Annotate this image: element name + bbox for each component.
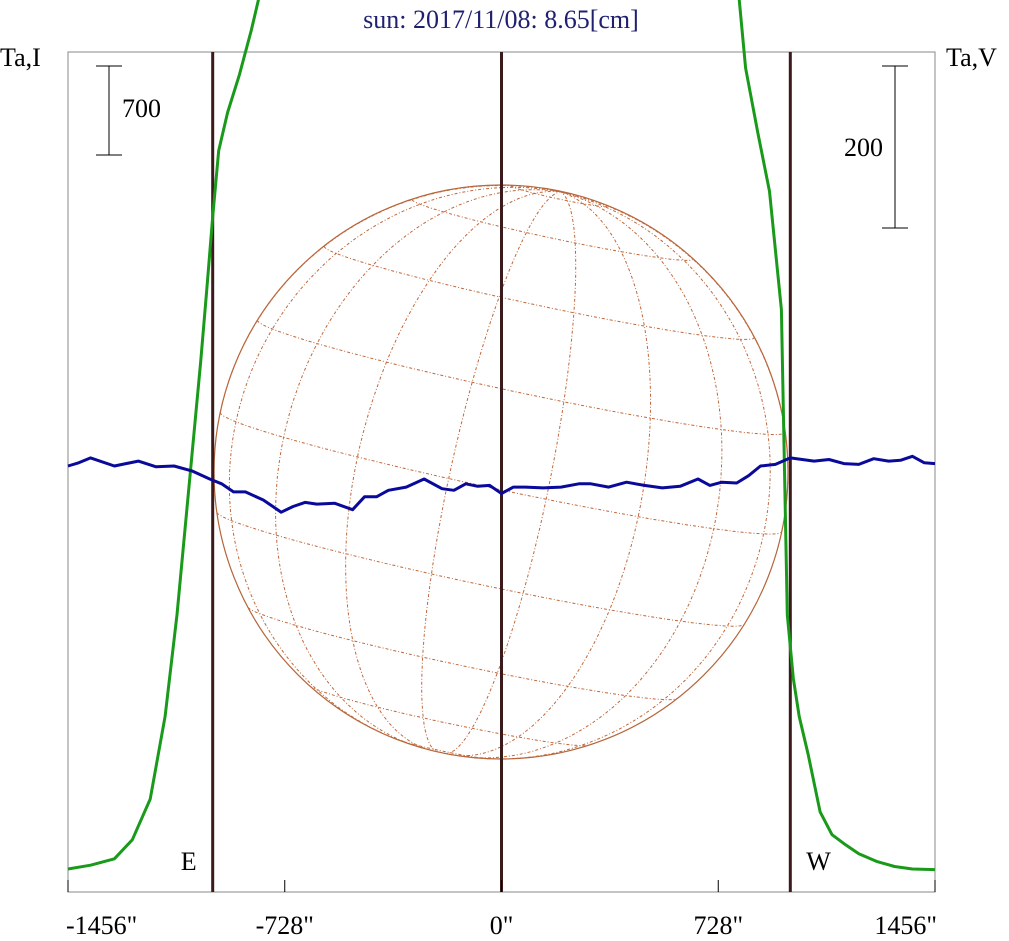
- latitude-line: [510, 185, 609, 208]
- longitude-line: [463, 191, 723, 759]
- x-tick-label: 0": [490, 911, 514, 940]
- longitude-line: [451, 191, 652, 757]
- longitude-line: [345, 190, 561, 751]
- scale-bar-right: 200: [844, 65, 908, 229]
- x-tick-label: 1456": [874, 911, 937, 940]
- longitude-line: [560, 191, 789, 532]
- longitude-line: [275, 189, 561, 748]
- scale-bar-right-label: 200: [844, 133, 883, 162]
- latitude-line: [309, 685, 589, 747]
- scale-bar-left: 700: [96, 65, 161, 156]
- series-group: [67, 0, 936, 872]
- x-tick-label: -1456": [66, 911, 137, 940]
- latitude-line: [216, 512, 745, 627]
- x-axis-ticks: -1456" -728" 0" 728" 1456": [66, 880, 937, 940]
- longitude-line: [421, 191, 561, 753]
- chart-title: sun: 2017/11/08: 8.65[cm]: [363, 5, 639, 34]
- longitude-line: [444, 191, 577, 755]
- left-axis-label: Ta,I: [0, 43, 41, 72]
- series-line-V: [67, 454, 936, 514]
- x-tick-label: -728": [256, 911, 314, 940]
- scale-bar-left-label: 700: [122, 94, 161, 123]
- latitude-line: [396, 738, 488, 760]
- series-line-I: [67, 0, 936, 872]
- longitude-line: [219, 184, 561, 413]
- longitude-line: [487, 191, 771, 760]
- right-axis-label: Ta,V: [946, 43, 997, 72]
- latitude-line: [411, 199, 694, 261]
- latitude-line: [257, 320, 786, 435]
- latitude-line: [323, 246, 755, 340]
- latitude-line: [247, 607, 678, 701]
- limb-marker-label: W: [806, 847, 831, 876]
- x-tick-label: 728": [693, 911, 743, 940]
- longitude-line: [228, 186, 561, 740]
- limb-marker-label: E: [181, 847, 197, 876]
